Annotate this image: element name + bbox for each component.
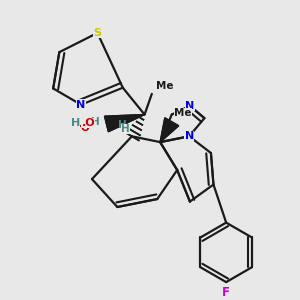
Text: Me: Me [156,81,174,91]
Text: N: N [185,101,194,111]
Text: N: N [184,131,194,141]
Text: N: N [185,101,194,111]
Text: N: N [76,100,86,110]
Polygon shape [160,118,179,142]
Text: F: F [222,286,230,299]
Text: H: H [121,124,130,134]
Text: Me: Me [174,109,191,119]
Text: S: S [93,28,101,38]
Polygon shape [105,115,145,132]
Text: S: S [93,28,101,38]
Text: .O: .O [82,118,95,128]
Text: H: H [118,120,126,130]
Polygon shape [160,118,179,142]
Text: .O: .O [79,119,92,129]
Text: Me: Me [155,82,173,92]
Text: N: N [184,131,194,141]
Polygon shape [105,115,145,132]
Text: H: H [71,118,80,128]
Text: N: N [76,100,86,110]
Text: O: O [80,123,89,133]
Text: H: H [91,117,100,127]
Text: H: H [70,119,79,129]
Text: Me: Me [174,108,191,118]
